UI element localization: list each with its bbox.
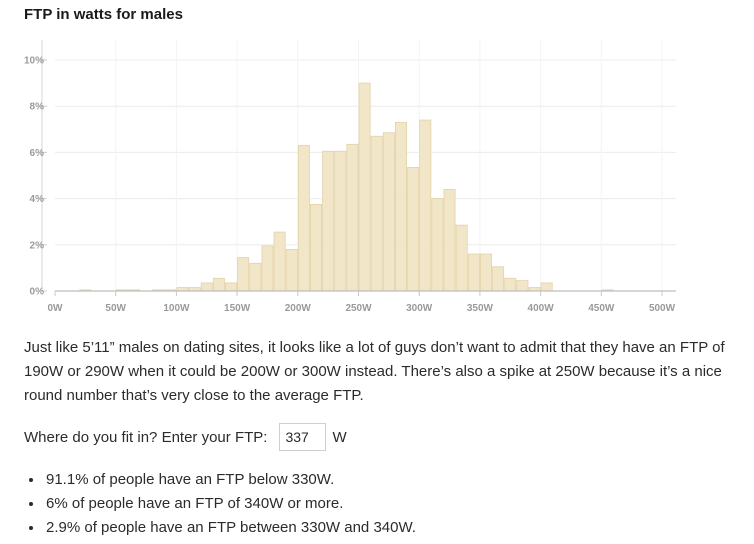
histogram-bar-310w <box>431 198 444 292</box>
ftp-unit-label: W <box>332 428 347 446</box>
stat-above: 6% of people have an FTP of 340W or more… <box>44 492 416 516</box>
histogram-bar-270w <box>382 132 395 292</box>
histogram-bar-320w <box>443 188 456 292</box>
histogram-bar-360w <box>492 266 505 292</box>
histogram-bar-380w <box>516 280 529 292</box>
histogram-bar-160w <box>249 262 262 292</box>
x-tick-label: 450W <box>588 303 615 314</box>
x-tick-label: 300W <box>406 303 433 314</box>
axes <box>41 40 676 296</box>
x-tick-label: 0W <box>48 303 64 314</box>
histogram-bar-210w <box>310 203 322 292</box>
description-paragraph: Just like 5’11” males on dating sites, i… <box>24 339 725 404</box>
histogram-bar-130w <box>212 277 225 292</box>
histogram-bar-200w <box>297 145 310 292</box>
x-tick-label: 350W <box>467 303 494 314</box>
histogram-bar-240w <box>346 143 359 292</box>
histogram-bar-230w <box>334 150 347 292</box>
y-tick-labels: 0% 2% 4% 6% 8% 10% <box>24 56 44 298</box>
histogram-bar-370w <box>504 277 517 292</box>
histogram-bar-150w <box>237 257 250 292</box>
stat-below: 91.1% of people have an FTP below 330W. <box>44 468 416 492</box>
ftp-prompt-label: Where do you fit in? Enter your FTP: <box>24 428 268 446</box>
histogram-bar-340w <box>467 253 480 292</box>
x-tick-label: 400W <box>528 303 555 314</box>
y-tick-label: 8% <box>30 102 45 113</box>
y-tick-label: 6% <box>30 148 45 159</box>
ftp-input[interactable] <box>279 423 327 451</box>
histogram-bar-280w <box>395 121 407 292</box>
y-tick-label: 4% <box>30 194 45 205</box>
x-tick-label: 250W <box>345 303 372 314</box>
histogram-bar-120w <box>200 282 213 292</box>
histogram-bar-300w <box>419 119 432 292</box>
histogram-bar-290w <box>407 167 420 292</box>
histogram-bar-170w <box>261 245 274 292</box>
stat-between: 2.9% of people have an FTP between 330W … <box>44 516 416 540</box>
histogram-bar-250w <box>358 82 371 292</box>
histogram-bar-190w <box>285 249 298 292</box>
x-tick-label: 100W <box>163 303 190 314</box>
x-tick-label: 200W <box>285 303 312 314</box>
histogram-bar-220w <box>322 150 335 292</box>
histogram-bar-330w <box>455 224 468 292</box>
x-tick-label: 50W <box>105 303 126 314</box>
histogram-bars <box>79 82 614 292</box>
x-tick-label: 500W <box>649 303 676 314</box>
ftp-entry-row: Where do you fit in? Enter your FTP: W <box>24 423 347 451</box>
ftp-histogram: 0% 2% 4% 6% 8% 10% 0W 50W 100W 150W 200W 250W 300W 3… <box>24 40 676 314</box>
y-tick-label: 10% <box>24 56 44 67</box>
y-tick-label: 2% <box>30 240 45 251</box>
chart-title: FTP in watts for males <box>24 6 183 23</box>
histogram-bar-350w <box>479 253 492 292</box>
stats-list: 91.1% of people have an FTP below 330W. … <box>24 468 416 540</box>
x-tick-label: 150W <box>224 303 251 314</box>
histogram-bar-140w <box>225 282 238 292</box>
y-tick-label: 0% <box>30 287 45 298</box>
histogram-bar-180w <box>273 231 286 292</box>
histogram-bar-400w <box>540 282 553 292</box>
x-tick-labels: 0W 50W 100W 150W 200W 250W 300W 350W 400W 450W 500… <box>48 303 676 314</box>
histogram-bar-260w <box>370 135 383 292</box>
